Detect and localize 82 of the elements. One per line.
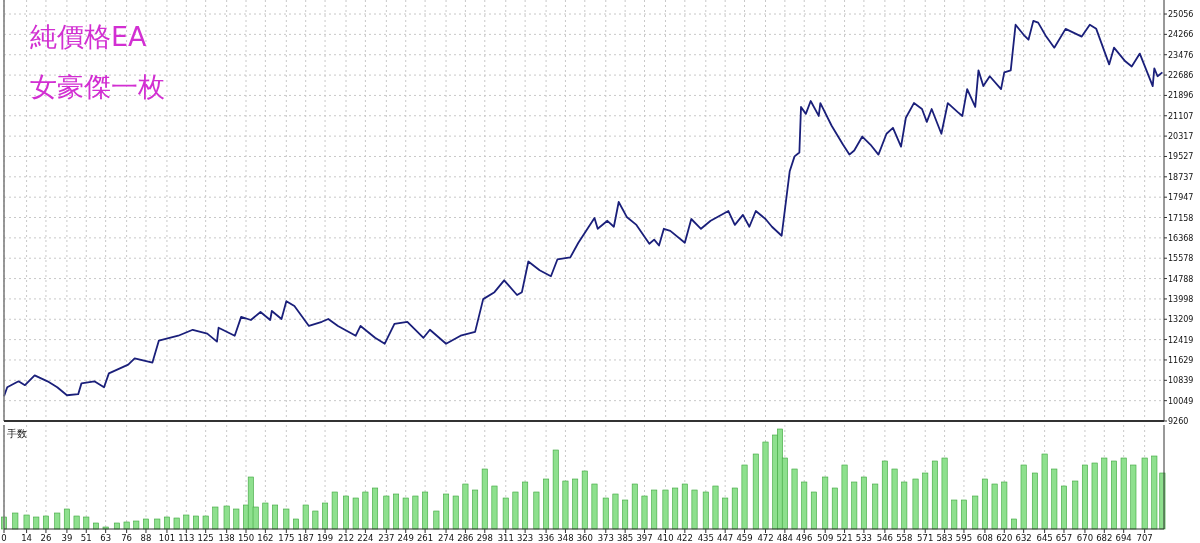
y-tick-label: 16368 [1168,233,1194,243]
y-tick-label: 17947 [1168,193,1194,203]
y-tick-label: 12419 [1168,335,1194,345]
y-tick-label: 9260 [1168,417,1189,426]
y-tick-label: 10839 [1168,376,1194,386]
x-tick-label: 447 [717,533,734,543]
x-tick-label: 51 [80,533,92,543]
x-tick-label: 694 [1115,533,1132,543]
x-tick-label: 360 [576,533,593,543]
x-tick-label: 410 [657,533,674,543]
y-tick-label: 18737 [1168,172,1194,182]
x-tick-label: 608 [976,533,994,543]
x-tick-label: 63 [100,533,112,543]
x-tick-label: 682 [1096,533,1113,543]
x-tick-label: 125 [197,533,214,543]
x-tick-label: 707 [1136,533,1153,543]
y-tick-label: 17158 [1168,213,1194,223]
x-tick-label: 274 [437,533,455,543]
x-tick-label: 261 [416,533,434,543]
x-tick-label: 212 [337,533,355,543]
x-tick-label: 670 [1076,533,1094,543]
x-tick-label: 26 [40,533,52,543]
text: 純價格EA [30,21,148,52]
x-tick-label: 162 [257,533,274,543]
text: 女豪傑一枚 [30,71,165,102]
y-tick-label: 11629 [1168,355,1194,365]
x-tick-label: 558 [896,533,913,543]
y-tick-label: 13209 [1168,315,1194,325]
x-tick-label: 645 [1036,533,1053,543]
x-tick-label: 224 [357,533,374,543]
x-tick-label: 113 [178,533,195,543]
x-tick-label: 76 [121,533,133,543]
x-tick-label: 373 [597,533,614,543]
x-tick-label: 657 [1055,533,1073,543]
y-tick-label: 23476 [1168,50,1194,60]
x-tick-label: 595 [955,533,973,543]
x-tick-label: 175 [278,533,295,543]
x-tick-label: 237 [378,533,395,543]
x-tick-label: 101 [158,533,176,543]
x-tick-label: 533 [855,533,873,543]
x-tick-label: 620 [996,533,1013,543]
y-tick-label: 10049 [1168,396,1194,406]
x-tick-label: 336 [537,533,555,543]
x-tick-label: 311 [497,533,514,543]
x-tick-label: 571 [917,533,934,543]
x-tick-label: 546 [876,533,894,543]
x-tick-label: 298 [476,533,493,543]
x-tick-label: 199 [316,533,334,543]
y-tick-label: 15578 [1168,254,1194,264]
x-tick-label: 187 [297,533,314,543]
y-tick-label: 14788 [1168,274,1194,284]
x-tick-label: 435 [697,533,714,543]
y-tick-label: 13998 [1168,294,1194,304]
y-tick-label: 25056 [1168,10,1194,20]
x-tick-label: 521 [836,533,853,543]
x-tick-label: 632 [1015,533,1032,543]
x-tick-label: 509 [817,533,834,543]
x-tick-label: 249 [397,533,414,543]
x-tick-label: 459 [736,533,753,543]
x-tick-label: 397 [636,533,653,543]
x-tick-label: 138 [218,533,235,543]
y-axis-title: 手数 [7,428,27,439]
x-tick-label: 385 [617,533,634,543]
x-tick-label: 484 [776,533,793,543]
x-tick-label: 422 [676,533,693,543]
y-tick-label: 19527 [1168,152,1194,162]
y-tick-label: 22686 [1168,71,1194,81]
y-tick-label: 21896 [1168,91,1194,101]
x-tick-label: 14 [21,533,32,543]
x-tick-label: 323 [517,533,534,543]
x-tick-label: 0 [1,533,7,543]
y-tick-label: 21107 [1168,111,1194,121]
y-tick-label: 24266 [1168,30,1194,40]
x-tick-label: 583 [936,533,953,543]
x-tick-label: 472 [757,533,774,543]
x-tick-label: 39 [61,533,73,543]
x-tick-label: 286 [457,533,474,543]
x-tick-label: 88 [140,533,152,543]
x-tick-label: 348 [557,533,574,543]
x-tick-label: 150 [237,533,255,543]
x-tick-label: 496 [796,533,813,543]
y-tick-label: 20317 [1168,132,1194,142]
